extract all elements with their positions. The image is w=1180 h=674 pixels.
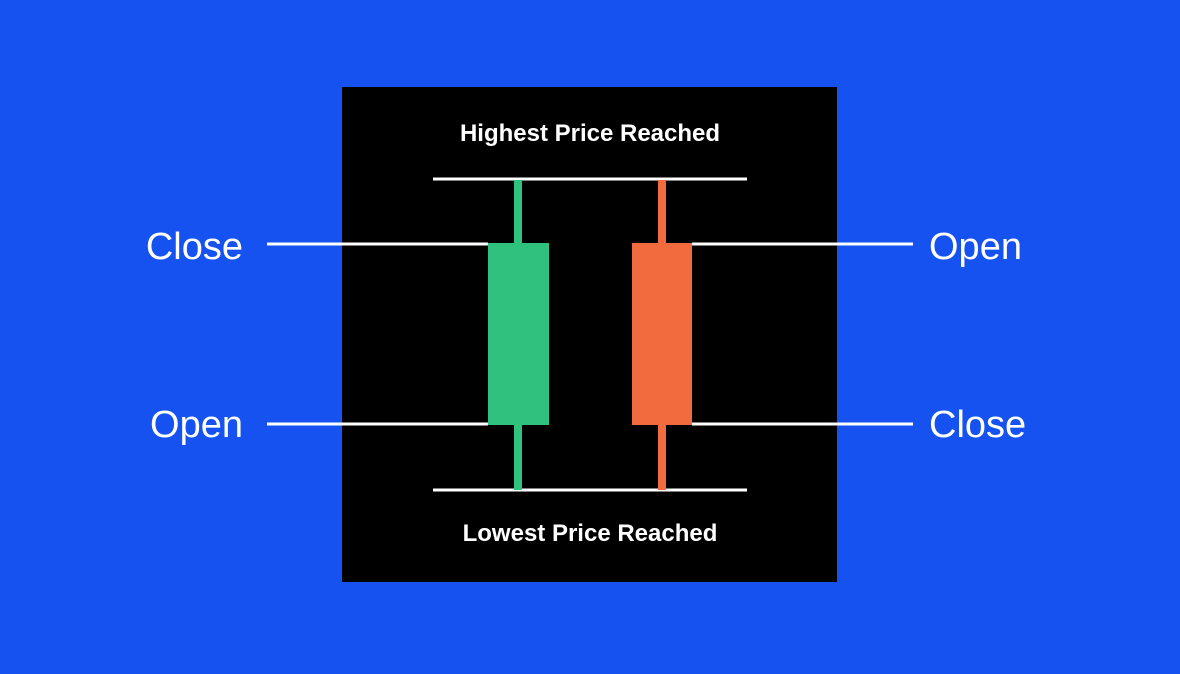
diagram-panel <box>342 87 837 582</box>
highest-price-label: Highest Price Reached <box>460 120 720 147</box>
left-close-label: Close <box>146 226 243 268</box>
left-open-label: Open <box>150 404 243 446</box>
bearish-candle-body <box>632 243 692 425</box>
bullish-candle-body <box>488 243 549 425</box>
right-open-label: Open <box>929 226 1022 268</box>
lowest-price-label: Lowest Price Reached <box>463 520 718 547</box>
right-close-label: Close <box>929 404 1026 446</box>
